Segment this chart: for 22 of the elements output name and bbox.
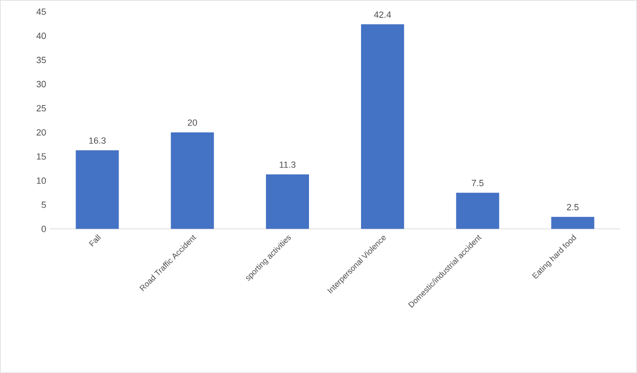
y-tick-label: 10 [36,178,46,184]
y-tick-label: 35 [36,56,46,64]
y-tick-label: 5 [42,202,46,208]
data-label: 7.5 [472,180,484,186]
y-tick-label: 40 [36,32,46,40]
bar [76,150,119,230]
bar [361,24,404,230]
data-label: 16.3 [89,137,106,144]
bar [551,216,594,230]
bar [456,192,500,230]
bar [266,174,309,230]
y-tick-label: 15 [36,154,46,160]
y-tick-label: 30 [36,81,46,88]
y-tick-label: 20 [36,129,46,136]
y-tick-label: 25 [36,105,46,112]
data-label: 2.5 [566,204,579,210]
y-tick-label: 0 [42,226,46,232]
data-label: 20 [188,120,198,126]
y-tick-label: 45 [36,8,46,15]
data-label: 11.3 [280,162,296,168]
bar [170,132,214,230]
data-label: 42.4 [374,12,392,18]
